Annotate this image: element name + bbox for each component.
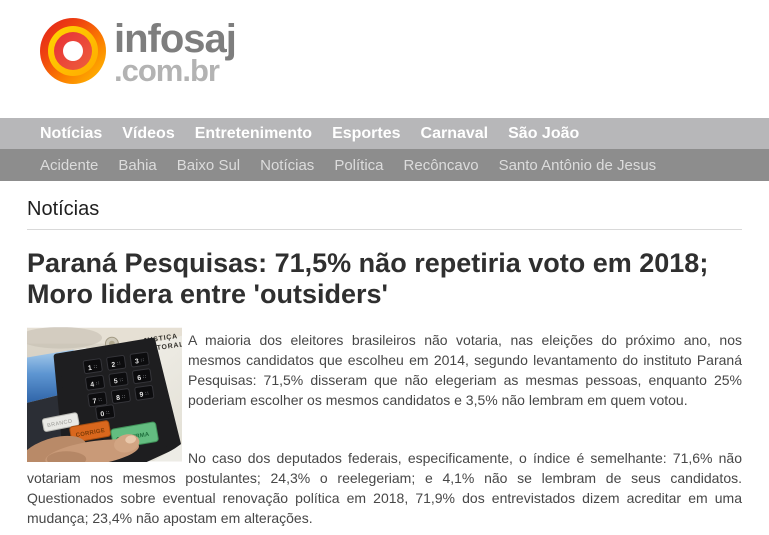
key-8 [110,388,131,404]
hand [27,434,140,462]
corrige-key-label: CORRIGE [75,428,105,439]
nav-item-noticias[interactable]: Notícias [40,124,103,142]
key-5-label: 5 [113,378,118,385]
key-2-label: 2 [111,361,116,368]
nav-item-bahia[interactable]: Bahia [118,156,157,174]
article-headline: Paraná Pesquisas: 71,5% não repetiria vo… [27,248,709,309]
logo-ring-yellow [48,26,98,76]
logo-core [63,41,83,61]
article-paragraph-1: A maioria dos eleitores brasileiros não … [188,332,742,408]
key-4-braille: ∷ [96,382,100,387]
article-paragraph-2: No caso dos deputados federais, especifi… [27,450,742,526]
key-7-braille: ∷ [98,398,102,403]
nav-item-entretenimento[interactable]: Entretenimento [194,124,313,142]
nav-item-politica[interactable]: Política [334,156,384,174]
branco-key-label: BRANCO [47,418,73,429]
key-0-braille: ∷ [106,411,110,416]
voting-machine-image: JUSTIÇA ELEITORAL 1 ∷ 2 ∷ [27,327,182,462]
key-3-braille: ∷ [141,358,145,363]
key-6-braille: ∷ [143,375,147,380]
key-3 [129,351,150,368]
key-0-label: 0 [100,411,105,418]
article-image: JUSTIÇA ELEITORAL 1 ∷ 2 ∷ [27,327,182,462]
urna-body-corner [153,443,182,462]
key-0 [95,404,116,421]
fingernail [125,435,137,444]
key-9 [134,384,155,401]
key-5-braille: ∷ [119,378,123,383]
key-3-label: 3 [135,358,140,365]
logo-ring-red [54,32,92,70]
nav-item-baixo-sul[interactable]: Baixo Sul [176,156,241,174]
key-8-braille: ∷ [122,395,126,400]
key-4-label: 4 [90,381,95,388]
key-2 [106,355,127,371]
key-1-braille: ∷ [94,365,98,370]
nav-item-sao-joao[interactable]: São João [508,124,580,142]
nav-item-carnaval[interactable]: Carnaval [420,124,489,142]
keypad-row-1: 1 ∷ 2 ∷ 3 ∷ [82,351,150,374]
article-body: JUSTIÇA ELEITORAL 1 ∷ 2 ∷ [27,327,742,528]
key-1-label: 1 [88,365,93,372]
section-title: Notícias [27,197,742,230]
nav-item-esportes[interactable]: Esportes [332,124,401,142]
site-header: infosaj .com.br [0,0,769,118]
logo-wordmark: infosaj .com.br [114,17,237,88]
nav-item-acidente[interactable]: Acidente [40,156,99,174]
key-2-braille: ∷ [117,362,121,367]
key-9-braille: ∷ [145,392,149,397]
secondary-nav: Acidente Bahia Baixo Sul Notícias Políti… [0,149,769,181]
main-content: Notícias Paraná Pesquisas: 71,5% não rep… [27,197,742,528]
logo-brand-text: infosaj [114,17,237,61]
key-9-label: 9 [139,391,144,398]
key-8-label: 8 [116,395,121,402]
key-6-label: 6 [137,375,142,382]
nav-item-santo-antonio[interactable]: Santo Antônio de Jesus [498,156,657,174]
urna-header-line1: JUSTIÇA [143,333,179,345]
keypad-row-3: 7 ∷ 8 ∷ 9 ∷ [87,384,155,408]
key-6 [132,368,152,384]
key-5 [108,371,129,388]
branco-key: BRANCO [41,412,80,432]
keypad-row-zero: 0 ∷ [95,404,116,421]
logo-domain-text: .com.br [114,53,220,88]
key-1 [82,358,103,374]
nav-item-noticias-2[interactable]: Notícias [260,156,315,174]
nav-item-reconcavo[interactable]: Recôncavo [403,156,479,174]
nav-item-videos[interactable]: Vídeos [122,124,175,142]
logo-link[interactable]: infosaj .com.br [40,17,237,88]
photo-bg-blur [27,327,103,349]
primary-nav: Notícias Vídeos Entretenimento Esportes … [0,118,769,149]
logo-icon [40,18,106,84]
corrige-key: CORRIGE [69,420,112,443]
key-4 [85,374,105,391]
key-7 [87,391,108,408]
key-7-label: 7 [92,398,97,405]
keypad-row-2: 4 ∷ 5 ∷ 6 ∷ [85,368,152,391]
